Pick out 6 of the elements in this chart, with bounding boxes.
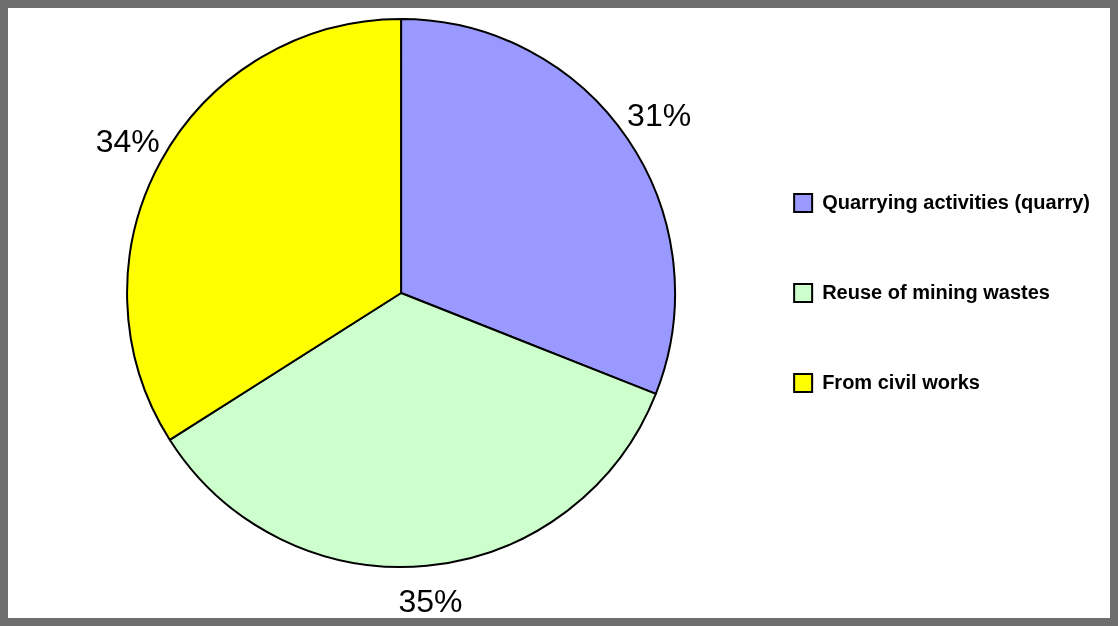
data-label: 35% (398, 583, 463, 620)
legend-label: Quarrying activities (quarry) (822, 190, 1091, 213)
legend-label: Reuse of mining wastes (822, 280, 1050, 303)
data-label: 34% (95, 122, 160, 159)
data-label: 31% (627, 97, 692, 134)
legend-label: From civil works (822, 370, 980, 393)
